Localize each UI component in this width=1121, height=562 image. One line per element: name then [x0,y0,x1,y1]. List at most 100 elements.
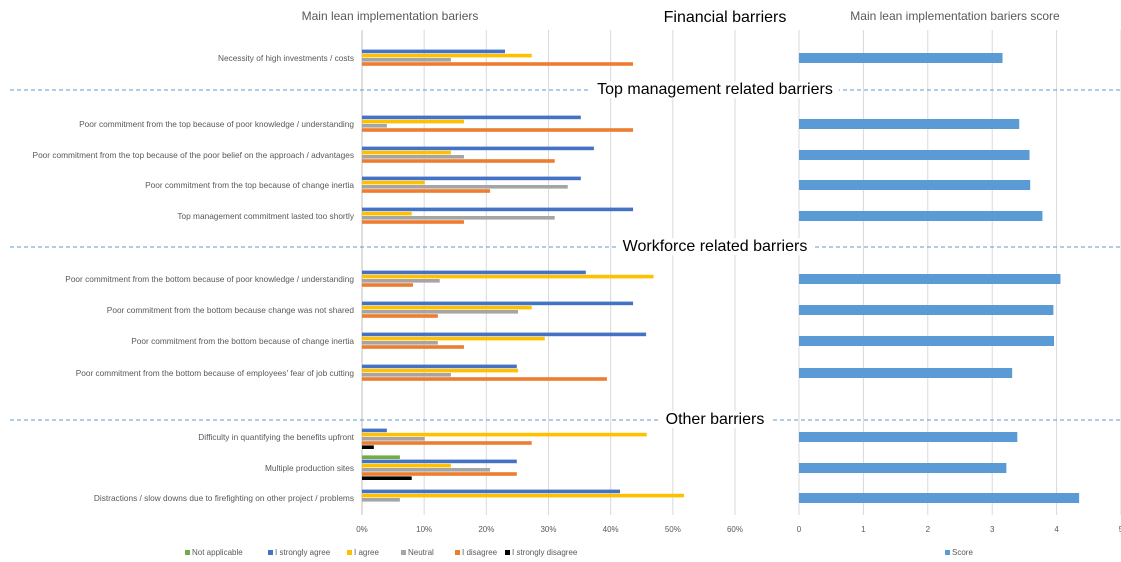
bar [362,301,634,306]
section-title-bg [659,411,771,429]
bar [362,119,464,124]
legend-label: I disagree [462,548,498,557]
bar [362,207,634,212]
y-tick-label: Poor commitment from the top because of … [32,150,354,160]
bar [799,150,1030,160]
x-tick-label: 50% [665,525,681,534]
bar [799,305,1054,315]
x-tick-label: 10% [416,525,432,534]
y-tick-label: Poor commitment from the bottom because … [65,274,354,284]
bar [362,310,519,314]
bar [362,468,491,472]
bar [362,62,634,66]
y-tick-label: Poor commitment from the top because of … [79,119,354,129]
legend-label: I agree [354,548,379,557]
legend-label: Score [952,548,973,557]
bar [362,53,532,58]
legend-swatch [347,550,352,555]
bar [362,58,451,62]
bar [362,150,451,155]
bar [362,445,374,449]
bar [362,49,505,54]
bar [362,437,425,441]
bar [362,180,425,185]
bar [362,368,519,373]
bar [362,441,532,445]
bar [799,211,1043,221]
bar [799,274,1061,284]
bar [362,305,532,310]
bar [362,124,387,128]
bar [362,493,685,498]
bar [362,455,400,459]
section-title: Top management related barriers [597,81,833,98]
bar [362,498,400,502]
bar [362,211,412,216]
bar [362,274,654,279]
x-tick-label: 20% [478,525,494,534]
bar [362,159,555,163]
bar [362,270,586,275]
panel-title: Main lean implementation bariers [302,9,479,23]
section-title: Other barriers [666,411,765,428]
bar [799,463,1007,473]
legend-swatch [185,550,190,555]
x-tick-label: 0% [356,525,368,534]
y-tick-label: Poor commitment from the bottom because … [75,368,354,378]
bar [799,180,1031,190]
bar [362,128,634,132]
bar [362,220,464,224]
bar [362,279,440,283]
bar [362,155,464,159]
bar [362,185,568,189]
bar [362,489,620,494]
bar [799,53,1003,63]
x-tick-label: 30% [540,525,556,534]
legend-swatch [505,550,510,555]
legend-label: Neutral [408,548,434,557]
bar [362,364,517,369]
x-tick-label: 2 [926,525,931,534]
bar [799,336,1055,346]
bar [362,283,413,287]
legend-swatch [268,550,273,555]
x-tick-label: 3 [990,525,995,534]
y-tick-label: Top management commitment lasted too sho… [177,211,354,221]
section-title: Financial barriers [664,9,787,26]
bar [362,336,545,341]
bar [362,345,464,349]
legend-label: I strongly agree [275,548,331,557]
bar [362,146,594,151]
x-tick-label: 1 [861,525,866,534]
bar [362,332,647,337]
section-title-bg [616,238,814,256]
legend-label: I strongly disagree [512,548,578,557]
legend-swatch [455,550,460,555]
x-tick-label: 60% [727,525,743,534]
section-title: Workforce related barriers [623,238,808,255]
y-tick-label: Poor commitment from the bottom because … [131,336,354,346]
bar [362,459,517,464]
legend-label: Not applicable [192,548,243,557]
bar [362,189,491,193]
bar [362,373,451,377]
y-tick-label: Poor commitment from the bottom because … [106,305,354,315]
bar [799,432,1018,442]
section-title-bg [591,81,839,99]
panel-title: Main lean implementation bariers score [850,9,1060,23]
section-title-bg [657,9,793,27]
bar [362,176,581,181]
x-tick-label: 40% [603,525,619,534]
bar [799,493,1080,503]
y-tick-label: Difficulty in quantifying the benefits u… [198,432,354,442]
bar [799,119,1020,129]
y-tick-label: Poor commitment from the top because of … [145,180,354,190]
y-tick-label: Distractions / slow downs due to firefig… [93,493,354,503]
bar [362,216,555,220]
bar [362,463,451,468]
y-tick-label: Multiple production sites [264,463,354,473]
bar [362,472,517,476]
x-tick-label: 0 [797,525,802,534]
